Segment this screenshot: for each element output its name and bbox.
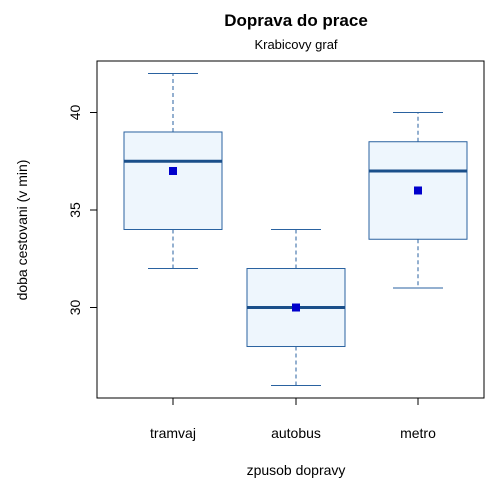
x-axis-label: zpusob dopravy	[247, 462, 346, 478]
y-tick-label: 40	[67, 104, 83, 120]
x-tick-label: tramvaj	[150, 425, 196, 441]
mean-point	[292, 303, 300, 312]
box	[123, 131, 223, 230]
mean-point	[414, 186, 422, 195]
x-tick-label: autobus	[271, 425, 321, 441]
x-tick-label: metro	[400, 425, 436, 441]
y-axis-label: doba cestovani (v min)	[14, 160, 30, 301]
chart-subtitle: Krabicovy graf	[254, 37, 337, 52]
plot-frame	[96, 60, 485, 399]
y-tick-label: 30	[67, 300, 83, 316]
chart-title: Doprava do prace	[224, 11, 368, 30]
y-tick-label: 35	[67, 202, 83, 218]
mean-point	[169, 166, 177, 175]
